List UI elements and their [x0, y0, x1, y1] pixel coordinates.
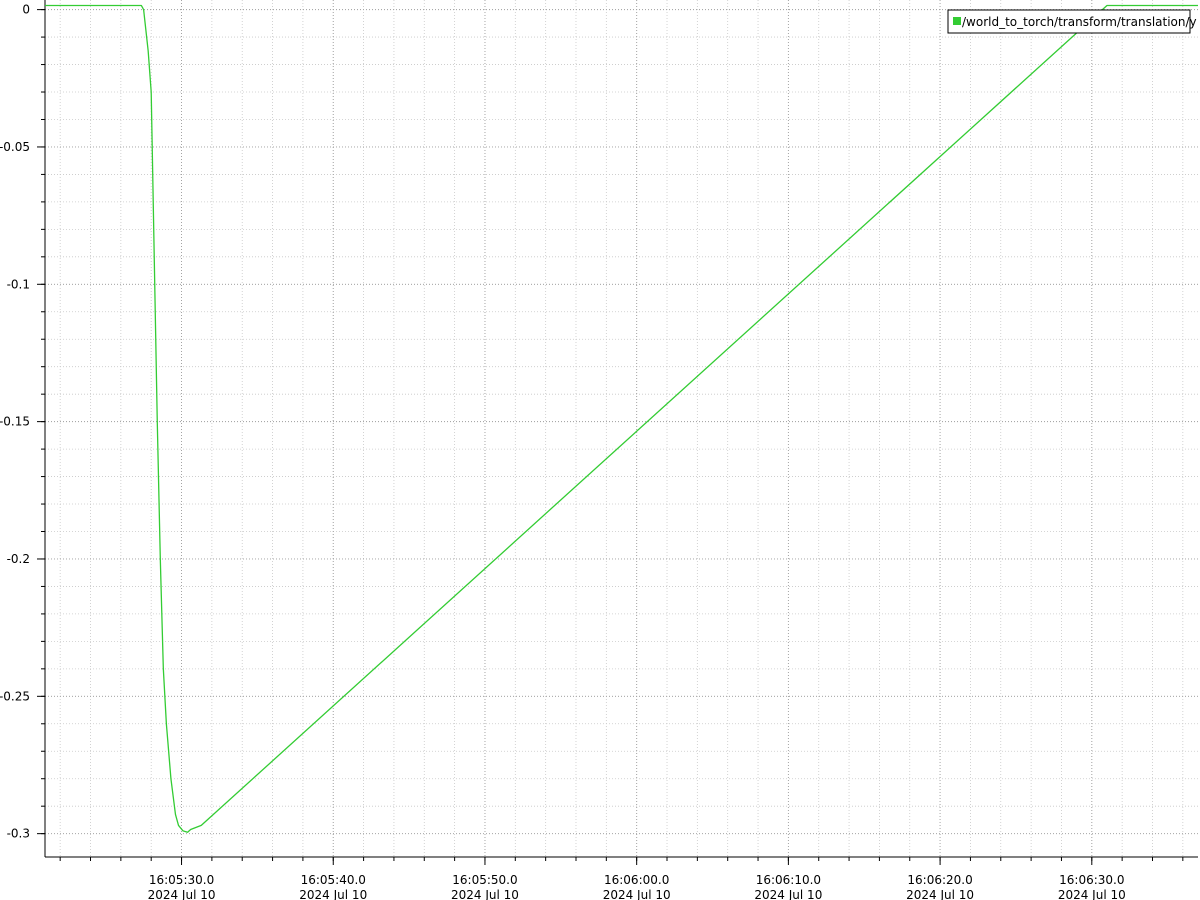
legend-label: /world_to_torch/transform/translation/y	[962, 15, 1197, 29]
x-tick-label-date: 2024 Jul 10	[451, 888, 519, 900]
x-tick-label-time: 16:05:50.0	[452, 873, 517, 887]
legend-box	[947, 9, 1191, 34]
minor-grid	[45, 0, 1198, 857]
x-tick-label-date: 2024 Jul 10	[754, 888, 822, 900]
major-grid	[45, 0, 1198, 857]
legend[interactable]: /world_to_torch/transform/translation/y	[947, 9, 1197, 34]
series-layer	[45, 4, 1198, 833]
x-tick-label-date: 2024 Jul 10	[1058, 888, 1126, 900]
y-tick-label: 0	[22, 3, 30, 17]
series-line-0	[45, 4, 1198, 833]
axes	[44, 0, 1198, 858]
x-tick-label-time: 16:06:20.0	[907, 873, 972, 887]
x-tick-label-date: 2024 Jul 10	[148, 888, 216, 900]
x-tick-label-time: 16:05:40.0	[301, 873, 366, 887]
y-tick-label: -0.25	[0, 689, 30, 703]
legend-swatch	[953, 17, 961, 25]
y-tick-label: -0.15	[0, 415, 30, 429]
x-tick-label-time: 16:06:00.0	[604, 873, 669, 887]
x-tick-label-date: 2024 Jul 10	[906, 888, 974, 900]
x-tick-label-date: 2024 Jul 10	[299, 888, 367, 900]
y-tick-label: -0.3	[7, 827, 30, 841]
x-tick-label-time: 16:06:10.0	[756, 873, 821, 887]
y-tick-label: -0.05	[0, 140, 30, 154]
x-tick-label-time: 16:05:30.0	[149, 873, 214, 887]
y-tick-label: -0.2	[7, 552, 30, 566]
axis-ticks	[37, 9, 1184, 865]
x-tick-label-date: 2024 Jul 10	[603, 888, 671, 900]
y-tick-label: -0.1	[7, 277, 30, 291]
x-tick-label-time: 16:06:30.0	[1059, 873, 1124, 887]
